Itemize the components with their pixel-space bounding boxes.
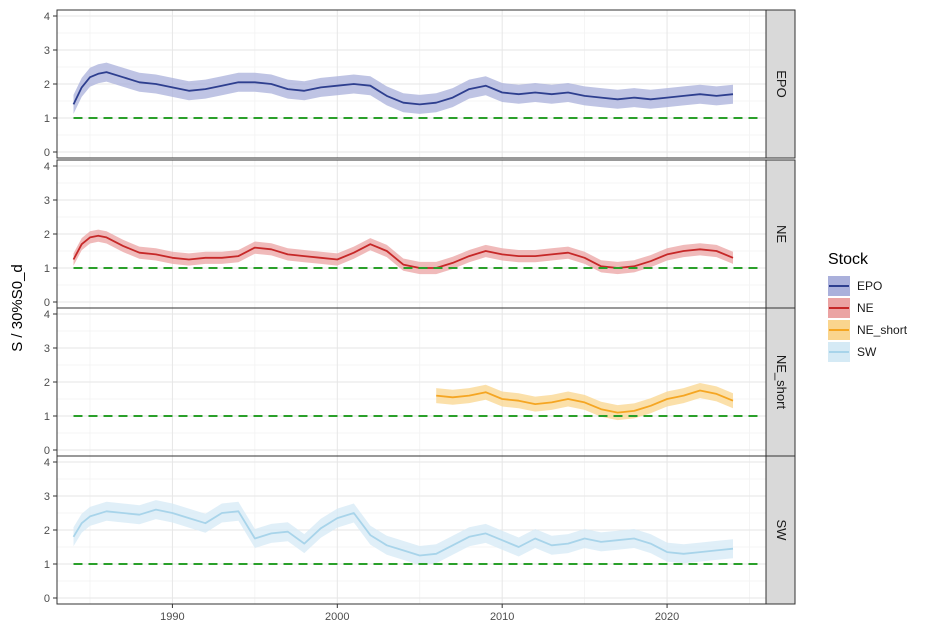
legend-item-ne-short: NE_short: [828, 320, 908, 340]
legend-label: NE_short: [857, 323, 908, 337]
x-tick-label: 2020: [655, 611, 679, 623]
confidence-band-sw: [73, 500, 733, 565]
y-axis-label: S / 30%S0_d: [9, 264, 26, 352]
y-tick-label: 4: [44, 457, 50, 469]
legend-item-epo: EPO: [828, 276, 882, 296]
facet-strip-label: EPO: [774, 70, 789, 97]
facet-strip-label: NE_short: [774, 355, 789, 410]
y-tick-label: 3: [44, 195, 50, 207]
legend-title: Stock: [828, 251, 869, 268]
legend-label: NE: [857, 301, 874, 315]
x-tick-label: 1990: [160, 611, 184, 623]
x-tick-label: 2000: [325, 611, 349, 623]
y-tick-label: 2: [44, 229, 50, 241]
legend-item-sw: SW: [828, 342, 877, 362]
y-tick-label: 2: [44, 79, 50, 91]
panel-ne-short: 0 1 2 3 4 NE_short: [44, 307, 796, 457]
facet-strip: [765, 9, 796, 159]
y-tick-label: 1: [44, 411, 50, 423]
y-tick-label: 4: [44, 11, 50, 23]
y-tick-label: 4: [44, 161, 50, 173]
series-line-epo: [72, 71, 734, 106]
panels-layer: 0 1 2 3 4 EPO 0 1 2 3 4 NE 0 1 2 3 4 NE_short 0 1 2 3 4 SW: [44, 9, 796, 605]
y-tick-label: 2: [44, 377, 50, 389]
y-tick-label: 2: [44, 525, 50, 537]
y-tick-label: 0: [44, 445, 50, 457]
facet-strip-label: NE: [774, 225, 789, 243]
facet-strip: [765, 159, 796, 309]
panel-ne: 0 1 2 3 4 NE: [44, 159, 796, 309]
x-tick-label: 2010: [490, 611, 514, 623]
y-tick-label: 0: [44, 593, 50, 605]
y-tick-label: 1: [44, 113, 50, 125]
y-tick-label: 1: [44, 263, 50, 275]
legend-item-ne: NE: [828, 298, 874, 318]
legend-label: SW: [857, 345, 877, 359]
legend: Stock EPO NE NE_short SW: [828, 251, 908, 362]
panel-sw: 0 1 2 3 4 SW: [44, 455, 796, 605]
y-tick-label: 3: [44, 45, 50, 57]
y-tick-label: 0: [44, 297, 50, 309]
series-line-sw: [72, 508, 734, 557]
facet-strip-label: SW: [774, 520, 789, 542]
y-tick-label: 3: [44, 491, 50, 503]
panel-epo: 0 1 2 3 4 EPO: [44, 9, 796, 159]
y-tick-label: 4: [44, 309, 50, 321]
y-tick-label: 3: [44, 343, 50, 355]
legend-label: EPO: [857, 279, 882, 293]
confidence-band-epo: [73, 62, 733, 114]
facet-strip: [765, 455, 796, 605]
y-tick-label: 1: [44, 559, 50, 571]
x-axis: 1990 2000 2010 2020: [160, 604, 679, 623]
series-line-ne-short: [436, 389, 734, 414]
y-tick-label: 0: [44, 147, 50, 159]
